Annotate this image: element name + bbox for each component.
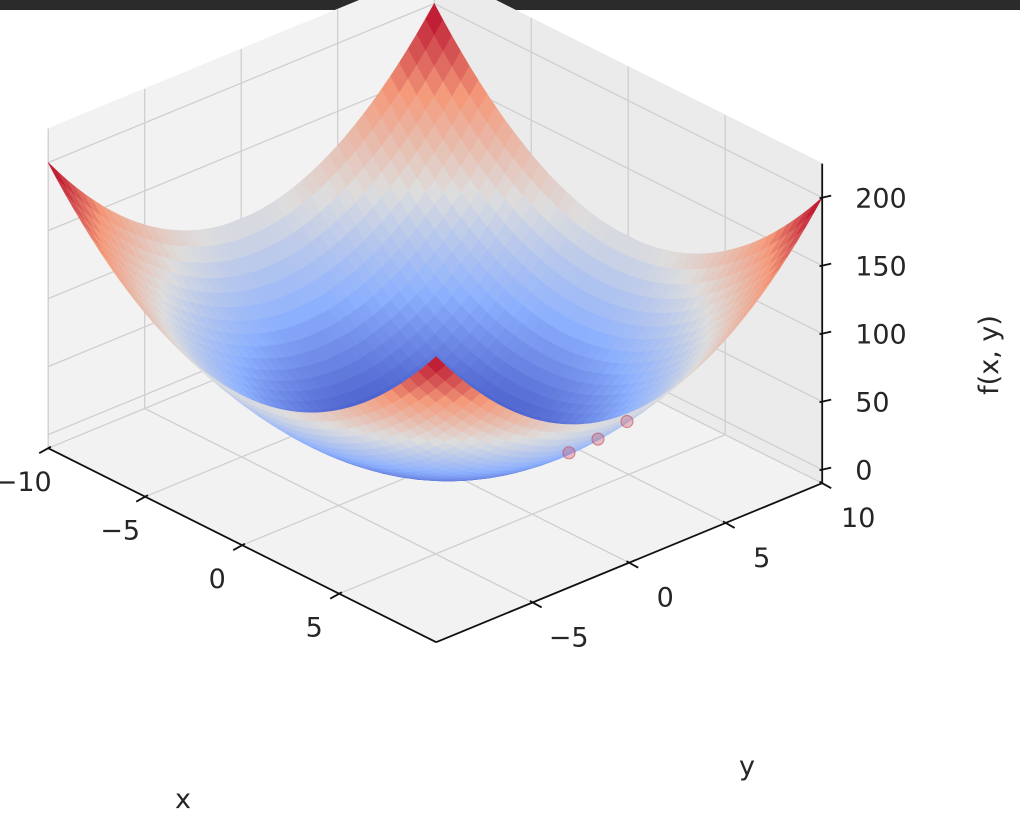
x-tick-label: 0 bbox=[209, 564, 226, 595]
gridline-y bbox=[144, 88, 533, 604]
marker-point bbox=[620, 414, 634, 429]
x-tick bbox=[329, 591, 343, 600]
z-tick-label: 0 bbox=[855, 456, 872, 487]
y-tick-label: 0 bbox=[657, 583, 674, 614]
z-tick-label: 200 bbox=[855, 184, 907, 215]
x-tick bbox=[135, 494, 149, 503]
z-tick bbox=[819, 466, 832, 472]
z-tick-label: 100 bbox=[855, 320, 907, 351]
axis-lines bbox=[38, 163, 832, 644]
y-tick-label: −5 bbox=[549, 623, 589, 654]
x-tick bbox=[232, 542, 246, 551]
x-tick-label: 5 bbox=[306, 613, 323, 644]
surface-cell bbox=[426, 356, 446, 374]
y-axis-label: y bbox=[739, 751, 755, 782]
z-tick bbox=[819, 330, 832, 336]
z-tick bbox=[819, 262, 832, 268]
x-tick bbox=[38, 445, 52, 454]
y-tick bbox=[722, 520, 736, 529]
y-tick bbox=[819, 480, 832, 489]
z-tick bbox=[819, 194, 832, 200]
marker-point bbox=[591, 432, 605, 446]
surface-mesh bbox=[47, 2, 823, 482]
x-tick-label: −5 bbox=[100, 516, 140, 547]
y-tick bbox=[529, 600, 543, 609]
z-axis-label: f(x, y) bbox=[974, 315, 1005, 395]
x-tick-label: −10 bbox=[0, 467, 52, 498]
z-tick bbox=[819, 398, 832, 404]
z-tick-label: 50 bbox=[855, 388, 889, 419]
y-tick-label: 5 bbox=[753, 543, 770, 574]
z-tick-label: 150 bbox=[855, 252, 907, 283]
y-tick-label: 10 bbox=[841, 503, 875, 534]
x-axis-label: x bbox=[175, 784, 191, 815]
y-tick bbox=[626, 560, 639, 569]
top-bar bbox=[0, 0, 1020, 10]
marker-point bbox=[562, 446, 576, 460]
marker-points bbox=[562, 414, 634, 460]
